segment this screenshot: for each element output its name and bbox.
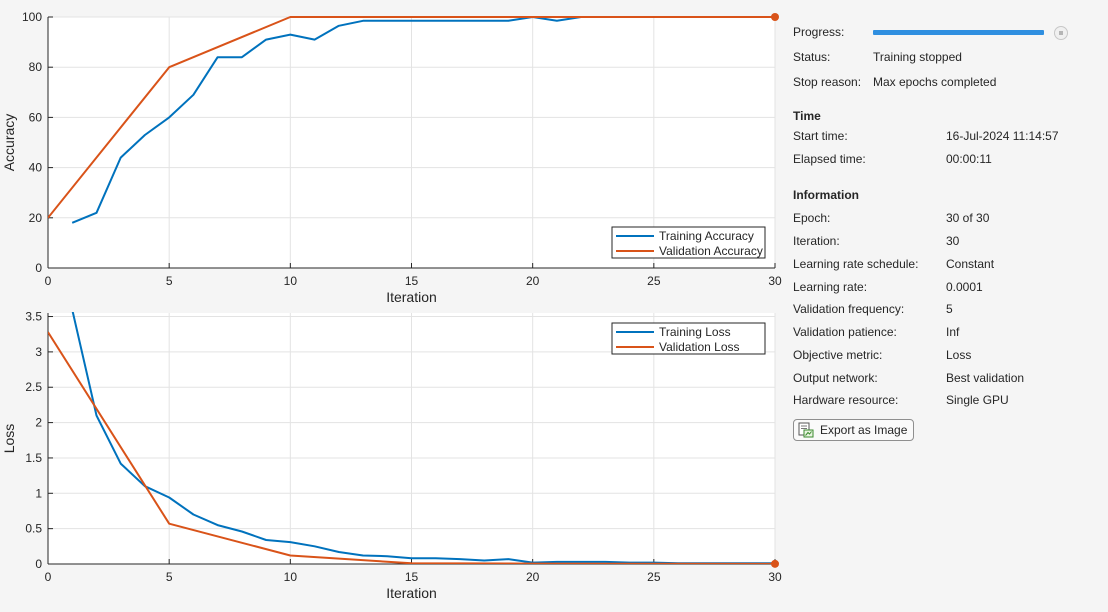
- validation-series-line: [48, 331, 775, 564]
- y-tick-label: 3: [35, 345, 42, 359]
- info-value: Constant: [946, 257, 995, 271]
- start-time-label: Start time:: [793, 129, 848, 143]
- y-tick-label: 0: [35, 557, 42, 571]
- y-tick-label: 80: [29, 60, 43, 74]
- y-tick-label: 1: [35, 486, 42, 500]
- start-time-value: 16-Jul-2024 11:14:57: [946, 129, 1059, 143]
- y-tick-label: 40: [29, 161, 43, 175]
- export-image-icon: [798, 422, 814, 438]
- x-tick-label: 0: [45, 274, 52, 288]
- info-value: 30 of 30: [946, 211, 990, 225]
- stop-training-icon[interactable]: [1054, 26, 1068, 40]
- final-validation-marker: [771, 13, 779, 21]
- info-label: Learning rate schedule:: [793, 257, 919, 271]
- y-axis-label: Loss: [1, 424, 17, 454]
- info-value: Inf: [946, 325, 960, 339]
- x-axis-label: Iteration: [386, 289, 437, 305]
- info-label: Epoch:: [793, 211, 831, 225]
- final-validation-marker: [771, 559, 779, 568]
- x-axis-label: Iteration: [386, 585, 437, 601]
- export-button-label: Export as Image: [820, 423, 908, 437]
- info-label: Validation frequency:: [793, 302, 905, 316]
- x-tick-label: 15: [405, 274, 419, 288]
- y-tick-label: 3.5: [25, 310, 42, 324]
- info-label: Hardware resource:: [793, 393, 899, 407]
- x-tick-label: 10: [284, 274, 298, 288]
- x-tick-label: 30: [768, 570, 782, 584]
- stop-reason-label: Stop reason:: [793, 75, 862, 89]
- legend-entry: Validation Accuracy: [659, 244, 763, 258]
- y-tick-label: 2.5: [25, 380, 42, 394]
- info-label: Validation patience:: [793, 325, 897, 339]
- x-tick-label: 20: [526, 570, 540, 584]
- legend-entry: Training Loss: [659, 325, 731, 339]
- elapsed-time-label: Elapsed time:: [793, 152, 866, 166]
- stop-reason-value: Max epochs completed: [873, 75, 997, 89]
- legend-box: [611, 322, 766, 355]
- x-tick-label: 10: [284, 570, 298, 584]
- y-tick-label: 100: [22, 10, 42, 24]
- y-tick-label: 2: [35, 416, 42, 430]
- x-tick-label: 20: [526, 274, 540, 288]
- progress-bar: [873, 30, 1044, 35]
- status-value: Training stopped: [873, 50, 962, 64]
- info-value: Single GPU: [946, 393, 1009, 407]
- training-plots: 0 5 10 15 20 25 30020406080100IterationAccurac…: [1, 10, 782, 601]
- export-as-image-button[interactable]: Export as Image: [793, 419, 915, 441]
- legend-entry: Training Accuracy: [659, 229, 754, 243]
- x-tick-label: 30: [768, 274, 782, 288]
- x-tick-label: 5: [166, 570, 173, 584]
- y-tick-label: 20: [29, 211, 43, 225]
- elapsed-time-value: 00:00:11: [946, 152, 992, 166]
- progress-label: Progress:: [793, 25, 845, 39]
- info-value: 0.0001: [946, 280, 983, 294]
- y-tick-label: 0: [35, 261, 42, 275]
- information-heading: Information: [793, 188, 859, 202]
- info-value: 30: [946, 234, 960, 248]
- y-axis-label: Accuracy: [1, 114, 17, 172]
- training-info-panel: Progress: Status: Training stopped Stop …: [785, 0, 1108, 612]
- legend-box: [611, 226, 766, 259]
- status-label: Status:: [793, 50, 831, 64]
- info-label: Output network:: [793, 371, 878, 385]
- x-tick-label: 25: [647, 570, 661, 584]
- info-label: Objective metric:: [793, 348, 883, 362]
- charts-area: 0 5 10 15 20 25 30 0 20 40 60 80 100 Iteration Accurac…: [1, 10, 782, 601]
- training-series-line: [71, 312, 775, 564]
- x-tick-label: 0: [45, 570, 52, 584]
- info-label: Iteration:: [793, 234, 840, 248]
- info-value: Best validation: [946, 371, 1025, 385]
- x-tick-label: 5: [166, 274, 173, 288]
- y-tick-label: 60: [29, 110, 43, 124]
- time-heading: Time: [793, 109, 821, 123]
- x-tick-label: 25: [647, 274, 661, 288]
- y-tick-label: 1.5: [25, 451, 42, 465]
- info-label: Learning rate:: [793, 280, 868, 294]
- info-value: 5: [946, 302, 953, 316]
- legend-entry: Validation Loss: [659, 340, 740, 354]
- y-tick-label: 0.5: [25, 522, 42, 536]
- x-tick-label: 15: [405, 570, 419, 584]
- validation-series-line: [48, 16, 775, 219]
- info-value: Loss: [946, 348, 972, 362]
